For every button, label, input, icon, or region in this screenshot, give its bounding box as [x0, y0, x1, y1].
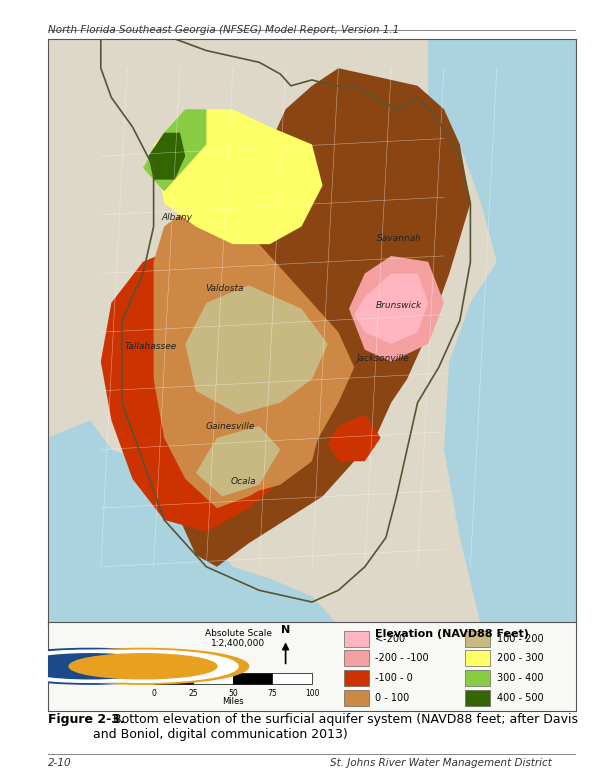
Text: 200 - 300: 200 - 300 [497, 653, 544, 664]
Text: 300 - 400: 300 - 400 [497, 673, 544, 683]
Text: N: N [281, 625, 290, 635]
Text: Ocala: Ocala [230, 477, 256, 486]
Polygon shape [154, 68, 470, 567]
FancyBboxPatch shape [465, 689, 490, 706]
Circle shape [48, 650, 238, 682]
Text: Miles: Miles [222, 697, 244, 706]
Polygon shape [154, 203, 354, 508]
FancyBboxPatch shape [344, 670, 369, 686]
FancyBboxPatch shape [272, 674, 312, 685]
FancyBboxPatch shape [465, 631, 490, 646]
Text: 75: 75 [268, 688, 277, 698]
FancyBboxPatch shape [193, 674, 233, 685]
Polygon shape [354, 274, 428, 344]
Text: 0 - 100: 0 - 100 [376, 692, 410, 702]
Text: Brunswick: Brunswick [376, 301, 422, 310]
Text: <-200: <-200 [376, 633, 406, 643]
Circle shape [0, 650, 185, 682]
FancyBboxPatch shape [344, 631, 369, 646]
Polygon shape [428, 39, 576, 625]
Text: 0: 0 [151, 688, 156, 698]
Text: 2-10: 2-10 [48, 758, 71, 768]
Text: Figure 2-3.: Figure 2-3. [48, 713, 125, 726]
FancyBboxPatch shape [154, 674, 193, 685]
Circle shape [0, 648, 196, 685]
Text: Jacksonville: Jacksonville [357, 354, 410, 363]
Polygon shape [148, 133, 185, 179]
Text: North Florida Southeast Georgia (NFSEG) Model Report, Version 1.1: North Florida Southeast Georgia (NFSEG) … [48, 25, 399, 35]
Text: -100 - 0: -100 - 0 [376, 673, 413, 683]
Text: Absolute Scale
1:2,400,000: Absolute Scale 1:2,400,000 [205, 629, 272, 648]
Polygon shape [185, 285, 328, 414]
Circle shape [16, 653, 164, 679]
Text: Albany: Albany [162, 213, 193, 222]
Polygon shape [354, 98, 460, 262]
FancyBboxPatch shape [465, 670, 490, 686]
Text: Savannah: Savannah [377, 234, 422, 242]
Circle shape [69, 653, 217, 679]
Text: Bottom elevation of the surficial aquifer system (NAVD88 feet; after Davis
and B: Bottom elevation of the surficial aquife… [93, 713, 578, 741]
Polygon shape [196, 426, 280, 497]
FancyBboxPatch shape [233, 674, 272, 685]
Circle shape [37, 648, 248, 685]
Polygon shape [185, 379, 323, 497]
Text: 100 - 200: 100 - 200 [497, 633, 544, 643]
Polygon shape [154, 110, 323, 244]
FancyBboxPatch shape [465, 650, 490, 667]
Text: -200 - -100: -200 - -100 [376, 653, 429, 664]
Polygon shape [349, 256, 444, 361]
Text: 100: 100 [305, 688, 319, 698]
Text: 400 - 500: 400 - 500 [497, 692, 544, 702]
Text: Valdosta: Valdosta [206, 284, 244, 293]
Polygon shape [101, 244, 338, 531]
Text: 50: 50 [228, 688, 238, 698]
Text: 25: 25 [188, 688, 198, 698]
FancyBboxPatch shape [344, 650, 369, 667]
Text: Gainesville: Gainesville [205, 422, 255, 430]
Polygon shape [48, 39, 576, 625]
Text: Elevation (NAVD88 Feet): Elevation (NAVD88 Feet) [376, 629, 529, 639]
Polygon shape [328, 414, 380, 462]
Polygon shape [48, 420, 338, 625]
Polygon shape [143, 110, 206, 191]
Text: Tallahassee: Tallahassee [125, 343, 177, 351]
Text: St. Johns River Water Management District: St. Johns River Water Management Distric… [330, 758, 552, 768]
FancyBboxPatch shape [344, 689, 369, 706]
